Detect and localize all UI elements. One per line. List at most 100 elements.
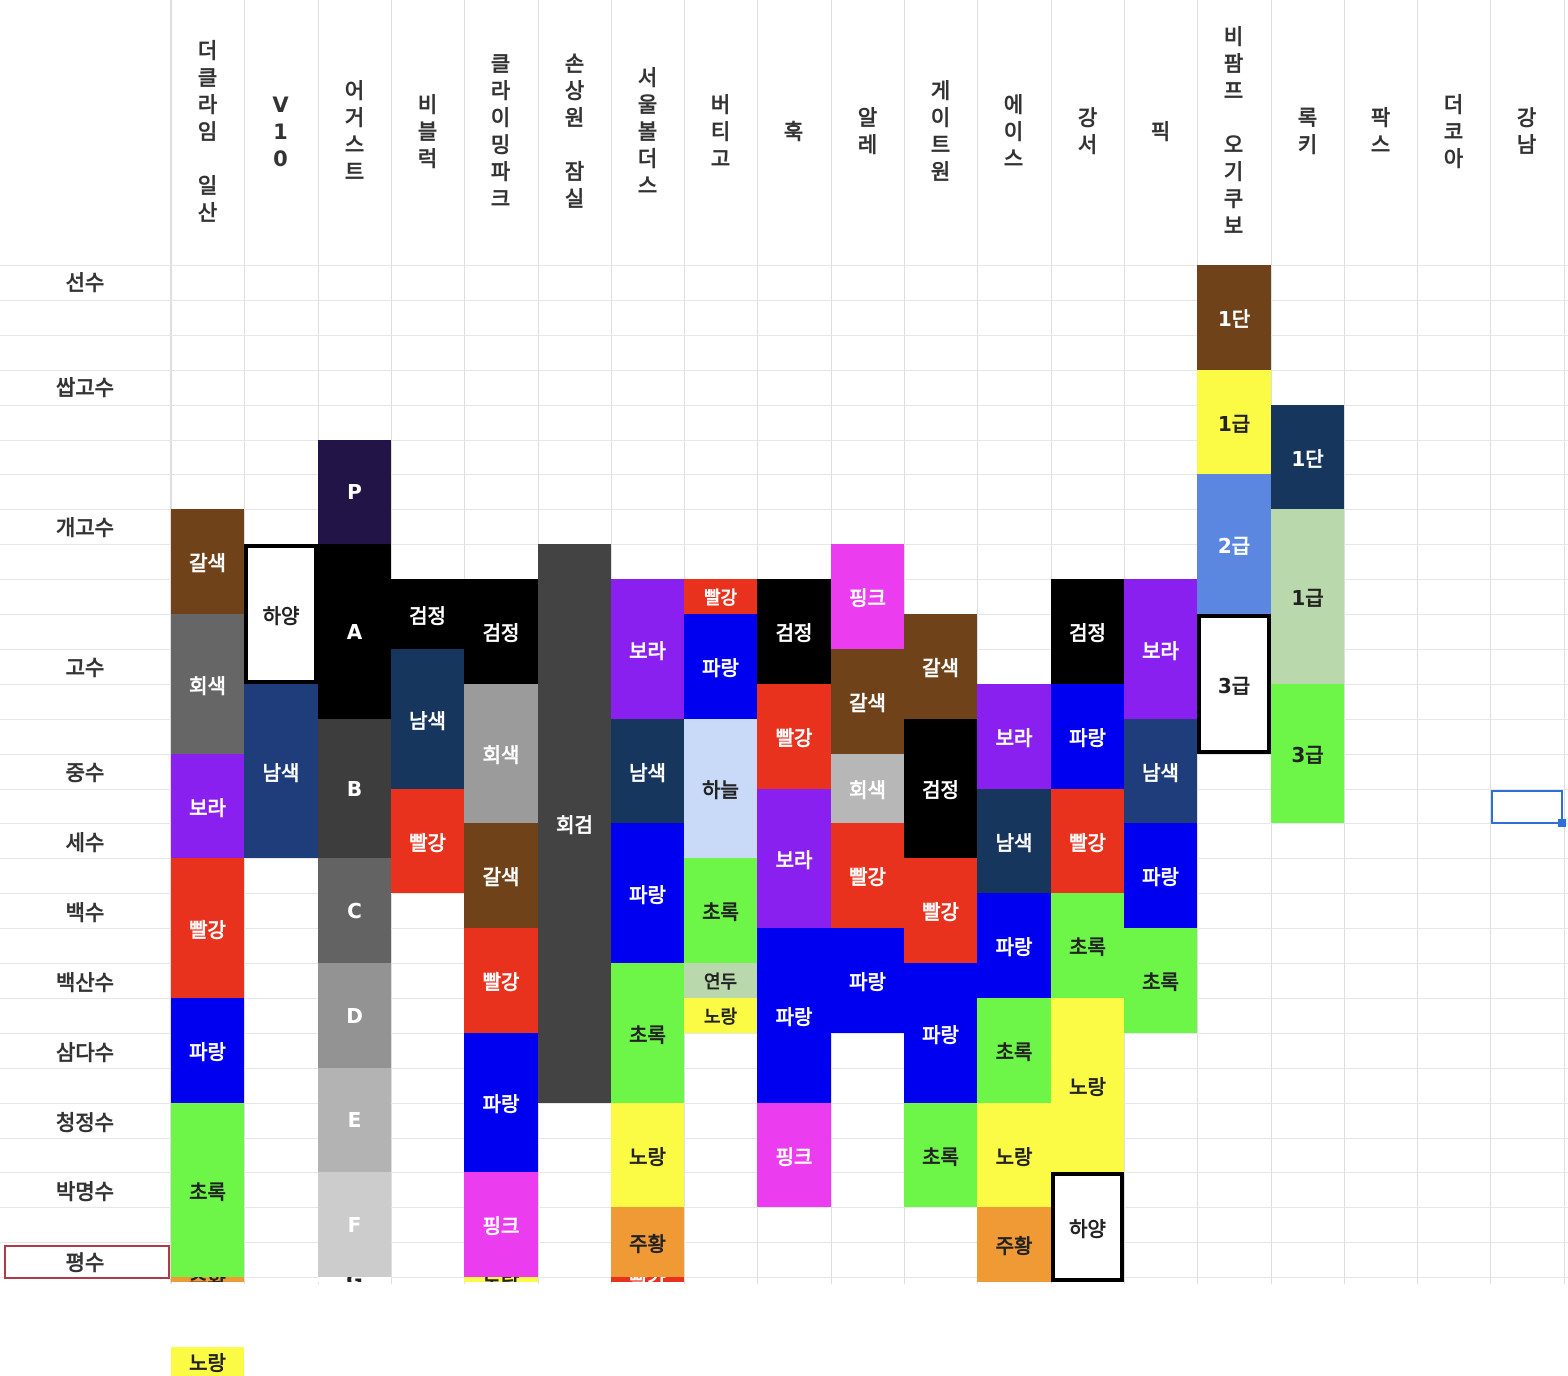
grade-block: 갈색 <box>831 649 904 754</box>
gym-header[interactable]: 강 남 <box>1516 106 1537 157</box>
grade-block: 3급 <box>1271 684 1344 823</box>
grade-block: 연두 <box>684 963 757 998</box>
gym-header[interactable]: 알 레 <box>857 106 878 157</box>
grid-row-line <box>0 370 1568 371</box>
grid-row-line <box>0 300 1568 301</box>
fill-handle[interactable] <box>1558 819 1566 827</box>
grade-block: 주황 <box>977 1207 1051 1282</box>
grade-block: 빨강 <box>757 684 831 789</box>
tier-label: 중수 <box>65 761 105 785</box>
grade-block: 노랑 <box>1051 998 1124 1172</box>
grid-column-line <box>977 0 978 1284</box>
gym-header[interactable]: 어 거 스 트 <box>344 79 365 184</box>
grade-block: 노랑 <box>171 1347 244 1376</box>
gym-header[interactable]: 더 클 라 임 일 산 <box>197 38 218 225</box>
grade-block: 빨강 <box>1051 789 1124 893</box>
grade-block: 검정 <box>904 719 977 858</box>
gym-header[interactable]: 에 이 스 <box>1003 92 1024 171</box>
grade-block: 1급 <box>1271 509 1344 684</box>
tier-label: 백수 <box>65 901 105 925</box>
grade-block: G <box>318 1277 391 1282</box>
grade-block: 남색 <box>244 684 318 858</box>
grade-block: 갈색 <box>464 823 538 928</box>
grid-row-line <box>0 1207 1568 1208</box>
grade-block: 빨강 <box>464 928 538 1033</box>
grid-column-line <box>170 0 171 1284</box>
grid-row-line <box>0 405 1568 406</box>
grade-block: 파랑 <box>684 614 757 719</box>
grade-block: 보라 <box>977 684 1051 789</box>
grid-column-line <box>1564 0 1565 1284</box>
gym-header[interactable]: 서 울 볼 더 스 <box>637 65 658 198</box>
grade-block: 파랑 <box>904 963 977 1103</box>
selected-tier-cell[interactable] <box>4 1245 170 1279</box>
grade-block: 갈색 <box>171 509 244 614</box>
grid-column-line <box>1344 0 1345 1284</box>
active-cell-selection[interactable] <box>1491 790 1563 824</box>
grade-block: 초록 <box>684 858 757 963</box>
grade-block: 빨강 <box>611 1277 684 1282</box>
grade-block: 초록 <box>1124 928 1197 1033</box>
tier-label: 쌉고수 <box>56 376 114 400</box>
grade-block: 검정 <box>757 579 831 684</box>
grade-block: 남색 <box>1124 719 1197 823</box>
tier-label: 선수 <box>65 271 105 295</box>
gym-header[interactable]: 손 상 원 잠 실 <box>564 52 585 211</box>
gym-header[interactable]: 픽 <box>1150 119 1171 144</box>
grade-block: 초록 <box>611 963 684 1103</box>
grade-block: 남색 <box>977 789 1051 893</box>
grade-block: 보라 <box>757 789 831 928</box>
grade-block: 주황 <box>611 1207 684 1277</box>
grade-block: 검정 <box>464 579 538 684</box>
gym-header[interactable]: 비 블 럭 <box>417 92 438 171</box>
gym-header[interactable]: 강 서 <box>1077 106 1098 157</box>
grade-block: 핑크 <box>831 544 904 649</box>
grade-block: 노랑 <box>684 998 757 1033</box>
tier-label: 청정수 <box>56 1111 114 1135</box>
gym-header[interactable]: 버 티 고 <box>710 92 731 171</box>
grade-block: C <box>318 858 391 963</box>
tier-label: 평수 <box>65 1251 105 1275</box>
grade-block: 초록 <box>1051 893 1124 998</box>
grade-block: A <box>318 544 391 719</box>
grid-row-line <box>0 509 1568 510</box>
gym-header[interactable]: 록 키 <box>1297 106 1318 157</box>
grade-block: 하양 <box>244 544 318 684</box>
grade-block: 빨강 <box>171 858 244 998</box>
grade-block: 하늘 <box>684 719 757 858</box>
grade-block: 1급 <box>1197 370 1271 474</box>
grid-row-line <box>0 440 1568 441</box>
gym-header[interactable]: 게 이 트 원 <box>930 79 951 184</box>
grid-row-line <box>0 1242 1568 1243</box>
tier-label: 개고수 <box>56 516 114 540</box>
tier-label: 박명수 <box>56 1180 114 1204</box>
grade-block: 1단 <box>1197 265 1271 370</box>
grade-block: 하양 <box>1051 1172 1124 1282</box>
grade-block: 보라 <box>611 579 684 719</box>
grade-block: B <box>318 719 391 858</box>
grid-row-line <box>0 335 1568 336</box>
gym-header[interactable]: 더 코 아 <box>1443 92 1464 171</box>
grade-block: 보라 <box>1124 579 1197 719</box>
gym-header[interactable]: 클 라 이 밍 파 크 <box>490 52 511 211</box>
grade-block: 빨강 <box>391 789 464 893</box>
gym-header[interactable]: 팍 스 <box>1370 106 1391 157</box>
grade-block: 파랑 <box>464 1033 538 1172</box>
gym-header[interactable]: 훅 <box>783 119 804 144</box>
grid-row-line <box>0 474 1568 475</box>
grade-block: 보라 <box>171 754 244 858</box>
grade-block: 파랑 <box>1124 823 1197 928</box>
grade-block: 파랑 <box>611 823 684 963</box>
grade-block: 노랑 <box>611 1103 684 1207</box>
grade-block: 갈색 <box>904 614 977 719</box>
gym-header[interactable]: V 1 0 <box>272 92 289 171</box>
gym-header[interactable]: 비 팜 프 오 기 쿠 보 <box>1223 25 1244 238</box>
grade-block: 주황 <box>171 1277 244 1282</box>
grid-column-line <box>1490 0 1491 1284</box>
grade-block: 초록 <box>977 998 1051 1103</box>
grade-block: 파랑 <box>1051 684 1124 789</box>
grade-block: 회색 <box>464 684 538 823</box>
tier-label: 고수 <box>65 656 105 680</box>
grade-block: F <box>318 1172 391 1277</box>
